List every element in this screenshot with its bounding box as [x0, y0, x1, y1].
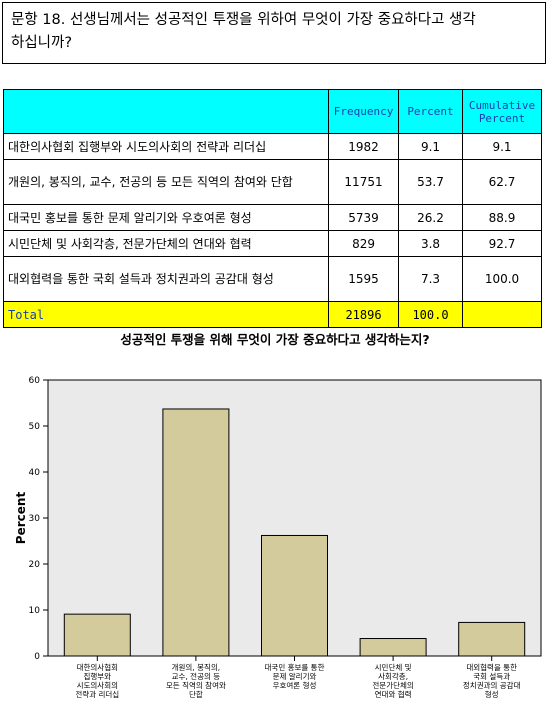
row-percent: 7.3 — [398, 256, 463, 302]
bar-chart: 0 10 20 30 40 50 60 대한의사협회 집행부와 시도의사회의 전략과 리더십 개원의… — [14, 376, 542, 699]
row-cumulative: 62.7 — [461, 159, 543, 205]
x-tick-label: 대국민 홍보를 통한 문제 알리기와 우호여론 형성 — [265, 662, 325, 690]
frequency-table: Frequency Percent Cumulative Percent 대한의… — [2, 89, 543, 328]
row-percent: 53.7 — [398, 159, 463, 205]
bar — [63, 613, 131, 657]
row-frequency: 5739 — [328, 204, 400, 231]
x-tick-label: 시민단체 및 사회각층, 전문가단체의 연대와 협력 — [372, 662, 413, 699]
question-line-2: 하십니까? — [11, 35, 73, 51]
chart-title: 성공적인 투쟁을 위해 무엇이 가장 중요하다고 생각하는지? — [120, 332, 430, 347]
header-frequency: Frequency — [328, 89, 400, 134]
header-percent: Percent — [398, 89, 463, 134]
row-label: 대국민 홍보를 통한 문제 알리기와 우호여론 형성 — [2, 204, 330, 231]
x-tick-label: 개원의, 봉직의, 교수, 전공의 등 모든 직역의 참여와 단합 — [166, 662, 226, 699]
x-tick-label: 대외협력을 통한 국회 설득과 정치권과의 공감대 형성 — [463, 662, 521, 699]
bars — [63, 408, 526, 657]
row-label: 대외협력을 통한 국회 설득과 정치권과의 공감대 형성 — [2, 256, 330, 302]
row-cumulative: 92.7 — [461, 230, 543, 257]
row-cumulative: 9.1 — [461, 133, 543, 160]
y-tick-label: 20 — [29, 560, 41, 570]
row-label: 대한의사협회 집행부와 시도의사회의 전략과 리더십 — [2, 133, 330, 160]
row-cumulative: 100.0 — [461, 256, 543, 302]
y-tick-label: 60 — [29, 376, 41, 386]
y-tick-label: 0 — [34, 652, 40, 662]
total-cumulative — [461, 301, 543, 328]
header-cumulative-percent: Cumulative Percent — [461, 89, 543, 134]
row-label: 시민단체 및 사회각층, 전문가단체의 연대와 협력 — [2, 230, 330, 257]
row-frequency: 1982 — [328, 133, 400, 160]
question-box: 문항 18. 선생님께서는 성공적인 투쟁을 위하여 무엇이 가장 중요하다고 … — [2, 2, 546, 64]
table-row: 시민단체 및 사회각층, 전문가단체의 연대와 협력 829 3.8 92.7 — [2, 230, 543, 257]
y-tick-label: 50 — [29, 422, 41, 432]
total-frequency: 21896 — [328, 301, 400, 328]
table-total-row: Total 21896 100.0 — [2, 301, 543, 328]
row-frequency: 829 — [328, 230, 400, 257]
x-tick-label: 대한의사협회 집행부와 시도의사회의 전략과 리더십 — [75, 662, 119, 699]
row-frequency: 1595 — [328, 256, 400, 302]
bar — [261, 534, 328, 657]
header-corner — [2, 89, 330, 134]
total-percent: 100.0 — [398, 301, 463, 328]
y-axis-label: Percent — [14, 492, 28, 545]
y-axis: 0 10 20 30 40 50 60 — [29, 376, 48, 662]
table-header-row: Frequency Percent Cumulative Percent — [2, 89, 543, 134]
table-row: 대한의사협회 집행부와 시도의사회의 전략과 리더십 1982 9.1 9.1 — [2, 133, 543, 160]
y-tick-label: 30 — [29, 514, 41, 524]
row-percent: 3.8 — [398, 230, 463, 257]
row-label: 개원의, 봉직의, 교수, 전공의 등 모든 직역의 참여와 단합 — [2, 159, 330, 205]
y-tick-label: 10 — [29, 606, 41, 616]
table-row: 대국민 홍보를 통한 문제 알리기와 우호여론 형성 5739 26.2 88.… — [2, 204, 543, 231]
table-row: 대외협력을 통한 국회 설득과 정치권과의 공감대 형성 1595 7.3 10… — [2, 256, 543, 302]
total-label: Total — [2, 301, 330, 328]
bar — [359, 638, 427, 657]
question-line-1: 문항 18. 선생님께서는 성공적인 투쟁을 위하여 무엇이 가장 중요하다고 … — [11, 12, 476, 28]
row-cumulative: 88.9 — [461, 204, 543, 231]
bar — [162, 408, 230, 657]
x-axis: 대한의사협회 집행부와 시도의사회의 전략과 리더십 개원의, 봉직의, 교수, 전공의 … — [75, 656, 521, 699]
table-row: 개원의, 봉직의, 교수, 전공의 등 모든 직역의 참여와 단합 11751 … — [2, 159, 543, 205]
row-percent: 26.2 — [398, 204, 463, 231]
row-percent: 9.1 — [398, 133, 463, 160]
row-frequency: 11751 — [328, 159, 400, 205]
y-tick-label: 40 — [29, 468, 41, 478]
bar — [458, 621, 526, 657]
